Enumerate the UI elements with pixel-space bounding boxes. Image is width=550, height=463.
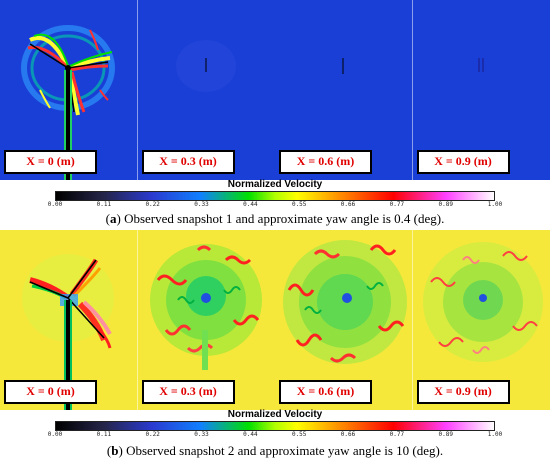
colorbar-tick: 0.77 (389, 431, 405, 438)
colorbar-tick: 0.77 (389, 201, 405, 208)
colorbar-tick: 0.00 (47, 201, 63, 208)
colorbar-tick: 0.33 (194, 431, 209, 438)
colorbar-tick: 0.33 (194, 201, 209, 208)
caption-letter: a (110, 211, 117, 226)
colorbar-tick: 0.66 (340, 431, 356, 438)
colorbar-1: Normalized Velocity 0.00 0.11 0.22 0.33 … (0, 178, 550, 214)
colorbar-tick: 0.11 (96, 201, 112, 208)
position-label-x09: X = 0.9 (m) (416, 380, 510, 404)
position-label-x0: X = 0 (m) (4, 380, 97, 404)
colorbar-tick: 0.66 (340, 201, 356, 208)
snapshot-1-strip: X = 0 (m) X = 0.3 (m) X = 0.6 (m) X = 0.… (0, 0, 550, 180)
colorbar-tick: 0.22 (145, 201, 160, 208)
caption-text: Observed snapshot 1 and approximate yaw … (120, 211, 445, 226)
colorbar-tick: 0.55 (291, 201, 307, 208)
colorbar-tick: 0.55 (291, 431, 307, 438)
snapshot-2-strip: X = 0 (m) X = 0.3 (m) (0, 230, 550, 410)
snapshot-1-x06: X = 0.6 (m) (275, 0, 413, 180)
position-label-x03: X = 0.3 (m) (141, 380, 235, 404)
colorbar-tick: 0.11 (96, 431, 112, 438)
position-label-x03: X = 0.3 (m) (141, 150, 235, 174)
colorbar-title: Normalized Velocity (227, 179, 323, 190)
colorbar-tick: 0.89 (438, 201, 453, 208)
colorbar-tick: 1.00 (487, 201, 503, 208)
position-label-x06: X = 0.6 (m) (279, 150, 372, 174)
colorbar-tick: 0.44 (243, 431, 258, 438)
snapshot-1-x03: X = 0.3 (m) (137, 0, 275, 180)
colorbar-ticks: 0.00 0.11 0.22 0.33 0.44 0.55 0.66 0.77 … (48, 431, 502, 441)
position-label-x06: X = 0.6 (m) (279, 380, 372, 404)
snapshot-2-x06: X = 0.6 (m) (275, 230, 413, 410)
position-label-x0: X = 0 (m) (4, 150, 97, 174)
colorbar-tick: 0.89 (438, 431, 453, 438)
caption-letter: b (111, 443, 119, 458)
snapshot-1-x0: X = 0 (m) (0, 0, 138, 180)
position-label-x09: X = 0.9 (m) (416, 150, 510, 174)
snapshot-2-x03: X = 0.3 (m) (137, 230, 275, 410)
colorbar-tick: 1.00 (487, 431, 503, 438)
colorbar-tick: 0.44 (243, 201, 258, 208)
snapshot-1-x09: X = 0.9 (m) (412, 0, 550, 180)
velocity-field-x09 (412, 230, 550, 410)
colorbar-gradient (55, 191, 495, 201)
caption-b: (b) Observed snapshot 2 and approximate … (106, 443, 444, 458)
colorbar-ticks: 0.00 0.11 0.22 0.33 0.44 0.55 0.66 0.77 … (48, 201, 502, 211)
caption-text: Observed snapshot 2 and approximate yaw … (122, 443, 444, 458)
snapshot-2-x0: X = 0 (m) (0, 230, 138, 410)
snapshot-2-x09: X = 0.9 (m) (412, 230, 550, 410)
colorbar-2: Normalized Velocity 0.00 0.11 0.22 0.33 … (0, 408, 550, 444)
colorbar-tick: 0.22 (145, 431, 160, 438)
colorbar-title: Normalized Velocity (227, 409, 323, 420)
caption-a: (a) Observed snapshot 1 and approximate … (105, 211, 445, 226)
colorbar-gradient (55, 421, 495, 431)
colorbar-tick: 0.00 (47, 431, 63, 438)
